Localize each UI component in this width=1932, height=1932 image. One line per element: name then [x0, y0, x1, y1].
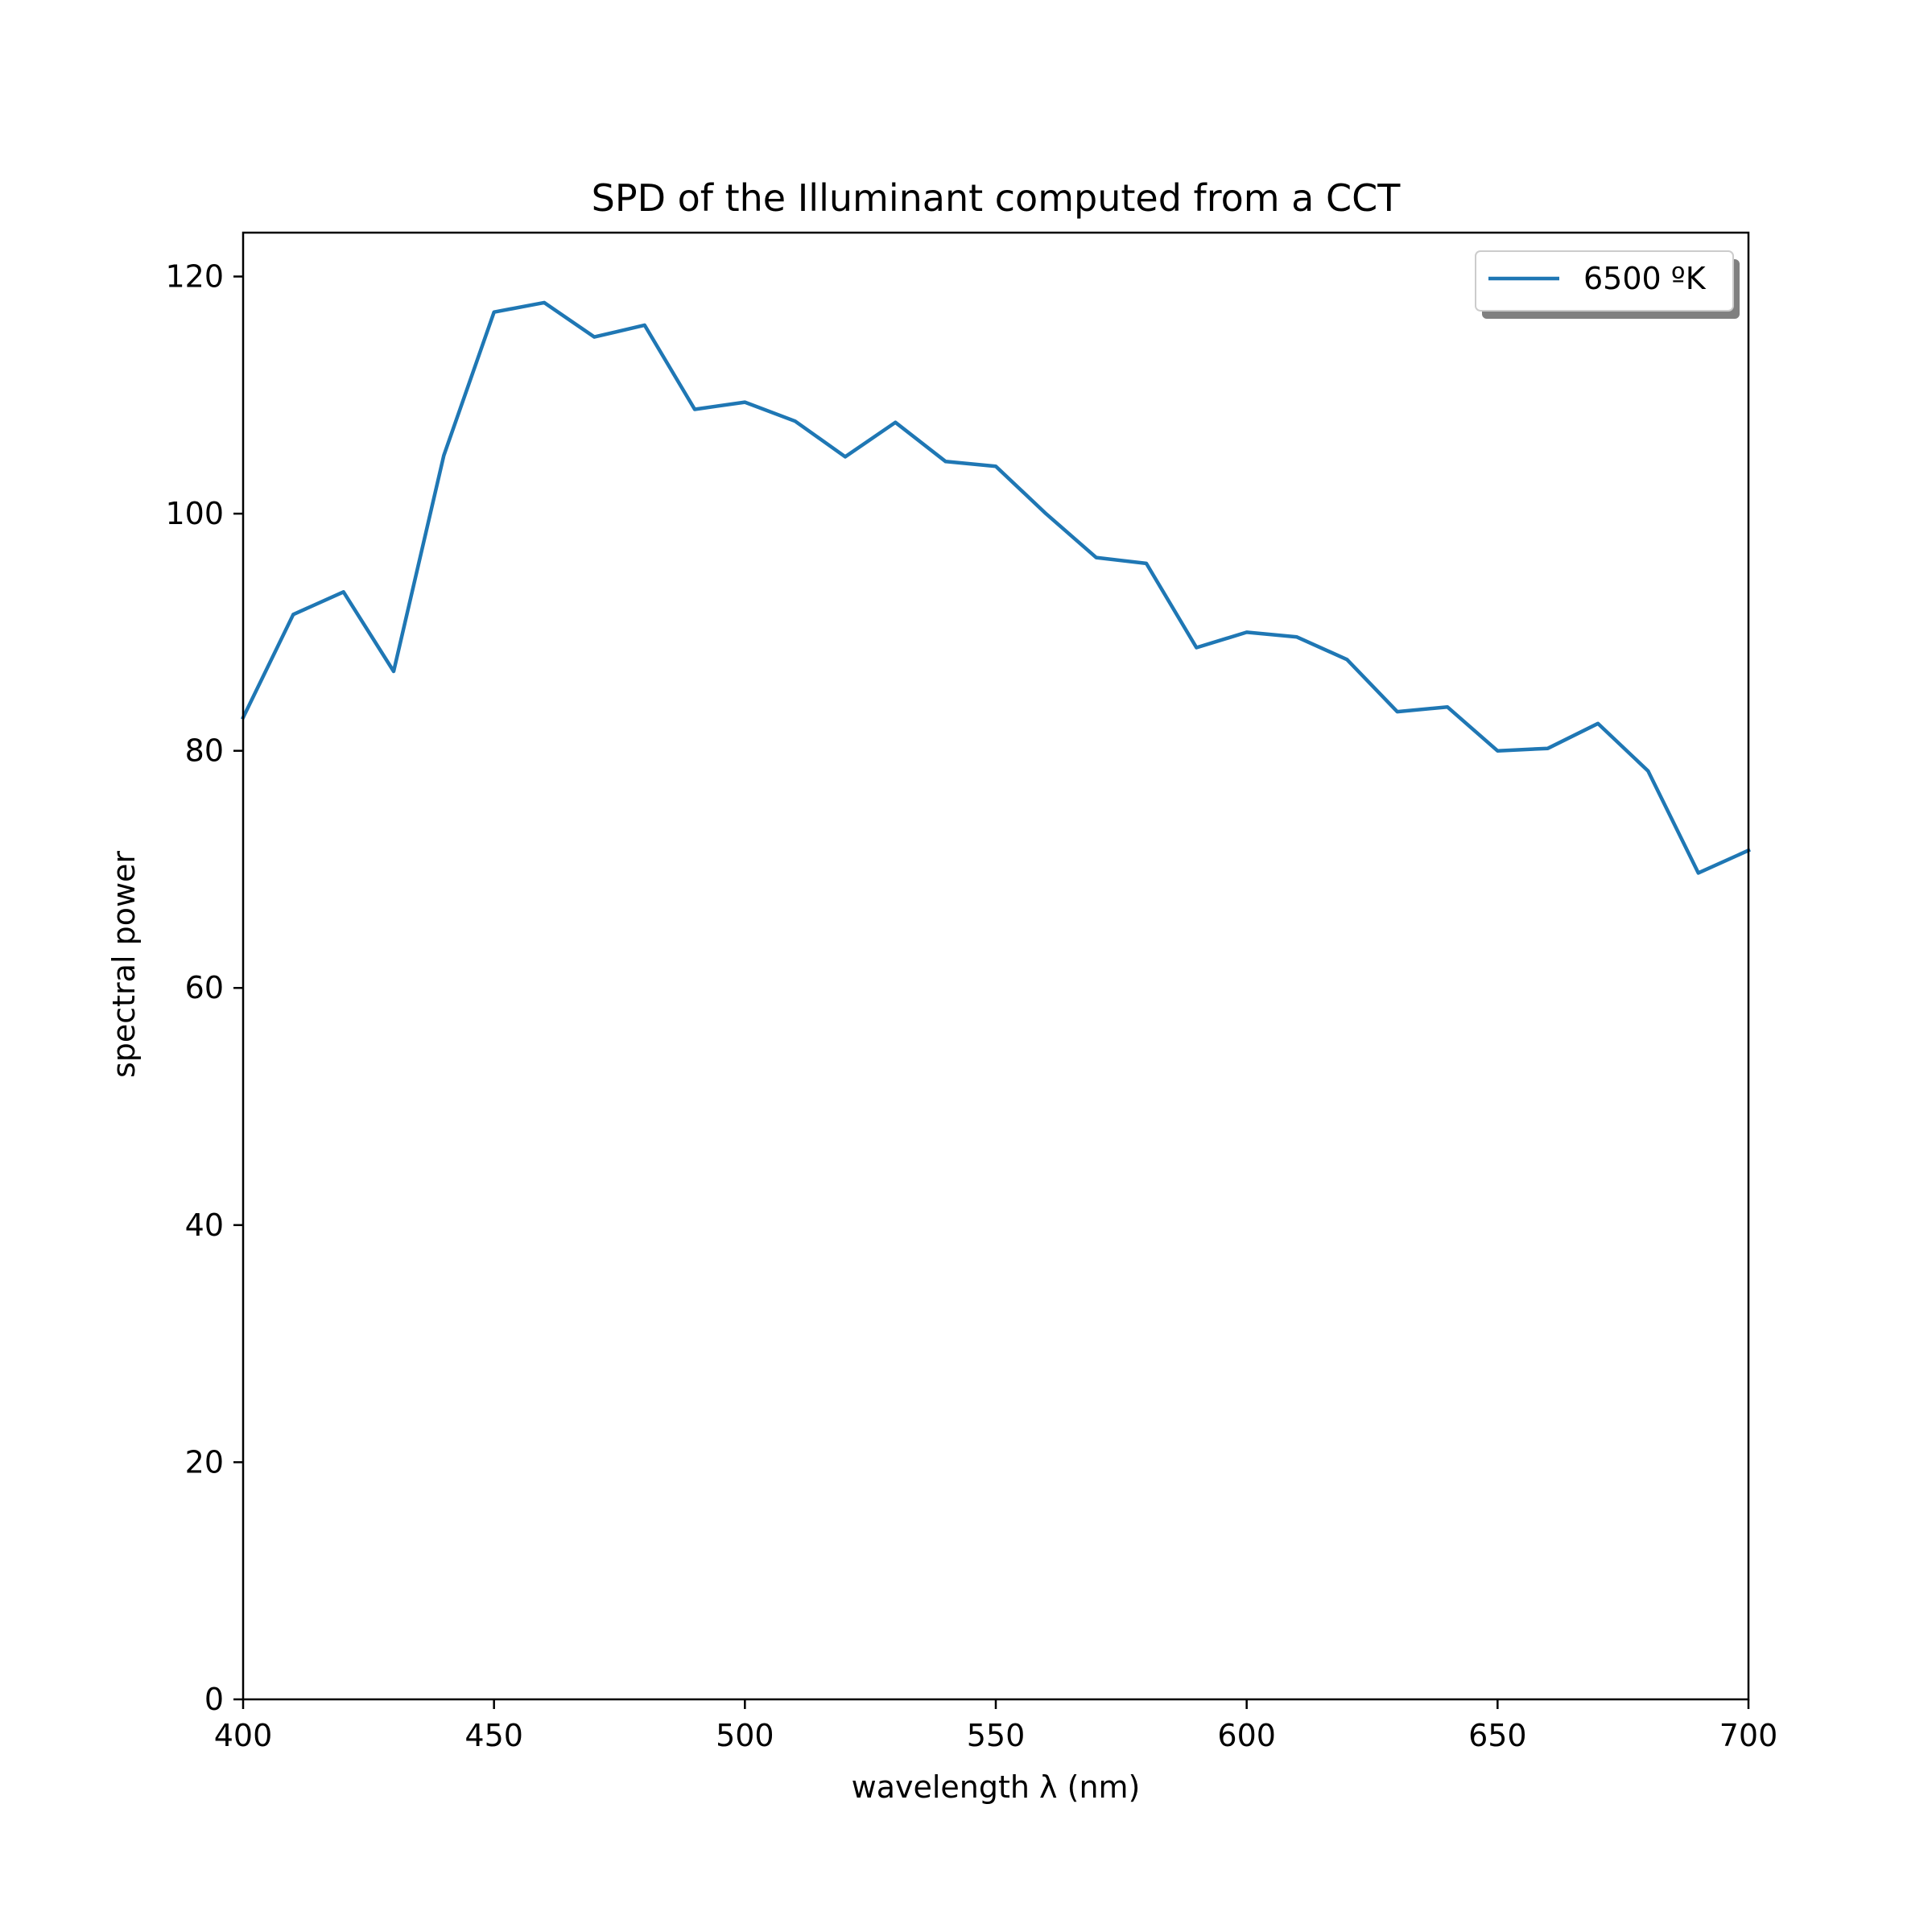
y-tick-label: 0	[204, 1682, 224, 1717]
y-axis-ticks: 0 20 40 60 80 100 120	[165, 258, 243, 1717]
x-tick-label: 700	[1719, 1718, 1778, 1753]
x-axis-ticks: 400 450 500 550 600 650 700	[214, 1699, 1778, 1753]
y-tick-label: 80	[185, 733, 224, 769]
x-tick-label: 450	[464, 1718, 523, 1753]
y-tick-label: 60	[185, 970, 224, 1005]
plot-area	[240, 300, 1751, 875]
y-tick-label: 100	[165, 496, 224, 531]
y-tick-label: 20	[185, 1444, 224, 1480]
axes-frame	[242, 231, 1750, 1701]
y-axis-label: spectral power	[106, 851, 142, 1078]
y-tick-label: 40	[185, 1208, 224, 1243]
chart-title: SPD of the Illuminant computed from a CC…	[592, 176, 1402, 220]
legend-box	[1475, 250, 1734, 312]
legend-label: 6500 ºK	[1583, 261, 1707, 296]
x-tick-label: 600	[1217, 1718, 1276, 1753]
x-tick-label: 650	[1468, 1718, 1527, 1753]
series-line	[240, 300, 1751, 875]
y-tick-label: 120	[165, 258, 224, 294]
x-tick-label: 400	[214, 1718, 273, 1753]
x-tick-label: 550	[967, 1718, 1026, 1753]
x-tick-label: 500	[716, 1718, 774, 1753]
x-axis-label: wavelength λ (nm)	[852, 1769, 1141, 1805]
legend: 6500 ºK	[1475, 250, 1740, 319]
